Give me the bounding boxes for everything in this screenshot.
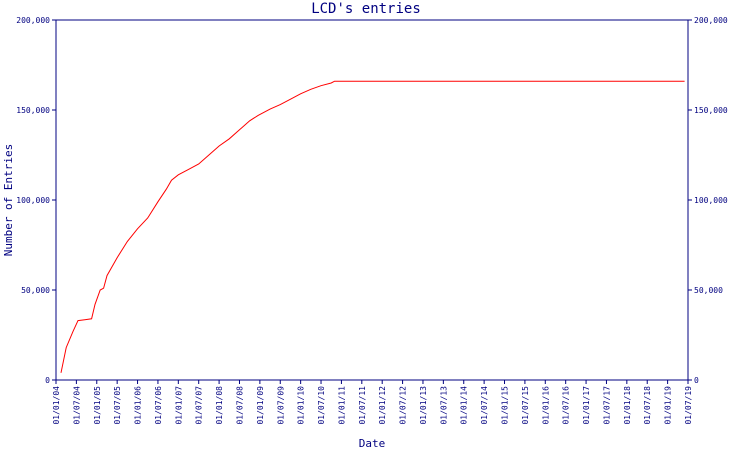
y-tick-label-right: 100,000 bbox=[694, 196, 728, 205]
x-tick-label: 01/01/13 bbox=[419, 386, 428, 425]
x-tick-label: 01/07/13 bbox=[439, 386, 448, 425]
x-tick-label: 01/01/04 bbox=[52, 386, 61, 425]
y-tick-label-left: 200,000 bbox=[16, 16, 50, 25]
plot-border bbox=[55, 19, 689, 381]
series-line bbox=[60, 80, 685, 373]
x-axis-ticks: 01/01/04 01/07/04 01/01/05 01/07/05 01/01/06… bbox=[52, 380, 693, 425]
y-axis-label: Number of Entries bbox=[2, 144, 15, 257]
x-tick-label: 01/01/19 bbox=[664, 386, 673, 425]
y-tick-label-left: 100,000 bbox=[16, 196, 50, 205]
y-tick-label-right: 50,000 bbox=[694, 286, 723, 295]
y-tick-label-right: 0 bbox=[694, 376, 699, 385]
y-tick-label-right: 150,000 bbox=[694, 106, 728, 115]
x-tick-label: 01/01/16 bbox=[541, 386, 550, 425]
x-tick-label: 01/07/09 bbox=[276, 386, 285, 425]
x-tick-label: 01/01/15 bbox=[501, 386, 510, 425]
x-tick-label: 01/07/11 bbox=[358, 386, 367, 425]
x-tick-label: 01/07/15 bbox=[521, 386, 530, 425]
x-tick-label: 01/07/18 bbox=[643, 386, 652, 425]
x-tick-label: 01/01/12 bbox=[378, 386, 387, 425]
x-tick-label: 01/07/10 bbox=[317, 386, 326, 425]
x-tick-label: 01/07/12 bbox=[399, 386, 408, 425]
x-tick-label: 01/01/14 bbox=[460, 386, 469, 425]
x-tick-label: 01/01/10 bbox=[297, 386, 306, 425]
x-tick-label: 01/07/07 bbox=[195, 386, 204, 425]
x-tick-label: 01/07/06 bbox=[154, 386, 163, 425]
x-tick-label: 01/07/16 bbox=[562, 386, 571, 425]
x-tick-label: 01/01/09 bbox=[256, 386, 265, 425]
series-group bbox=[60, 80, 685, 373]
x-tick-label: 01/01/06 bbox=[134, 386, 143, 425]
x-tick-label: 01/01/18 bbox=[623, 386, 632, 425]
x-tick-label: 01/01/11 bbox=[337, 386, 346, 425]
x-tick-label: 01/01/17 bbox=[582, 386, 591, 425]
x-axis-label: Date bbox=[359, 437, 386, 450]
y-tick-label-left: 150,000 bbox=[16, 106, 50, 115]
y-tick-label-left: 0 bbox=[45, 376, 50, 385]
x-tick-label: 01/07/14 bbox=[480, 386, 489, 425]
x-tick-label: 01/07/04 bbox=[72, 386, 81, 425]
x-tick-label: 01/07/08 bbox=[235, 386, 244, 425]
y-axis-ticks: 0 0 50,000 50,000 100,000 100,000 150,000 150,0… bbox=[16, 16, 728, 385]
chart-title: LCD's entries bbox=[311, 1, 421, 17]
x-tick-label: 01/01/08 bbox=[215, 386, 224, 425]
y-tick-label-right: 200,000 bbox=[694, 16, 728, 25]
plot-frame bbox=[55, 19, 689, 381]
x-tick-label: 01/01/07 bbox=[174, 386, 183, 425]
y-tick-label-left: 50,000 bbox=[21, 286, 50, 295]
x-tick-label: 01/07/19 bbox=[684, 386, 693, 425]
x-tick-label: 01/07/05 bbox=[113, 386, 122, 425]
x-tick-label: 01/07/17 bbox=[602, 386, 611, 425]
x-tick-label: 01/01/05 bbox=[93, 386, 102, 425]
